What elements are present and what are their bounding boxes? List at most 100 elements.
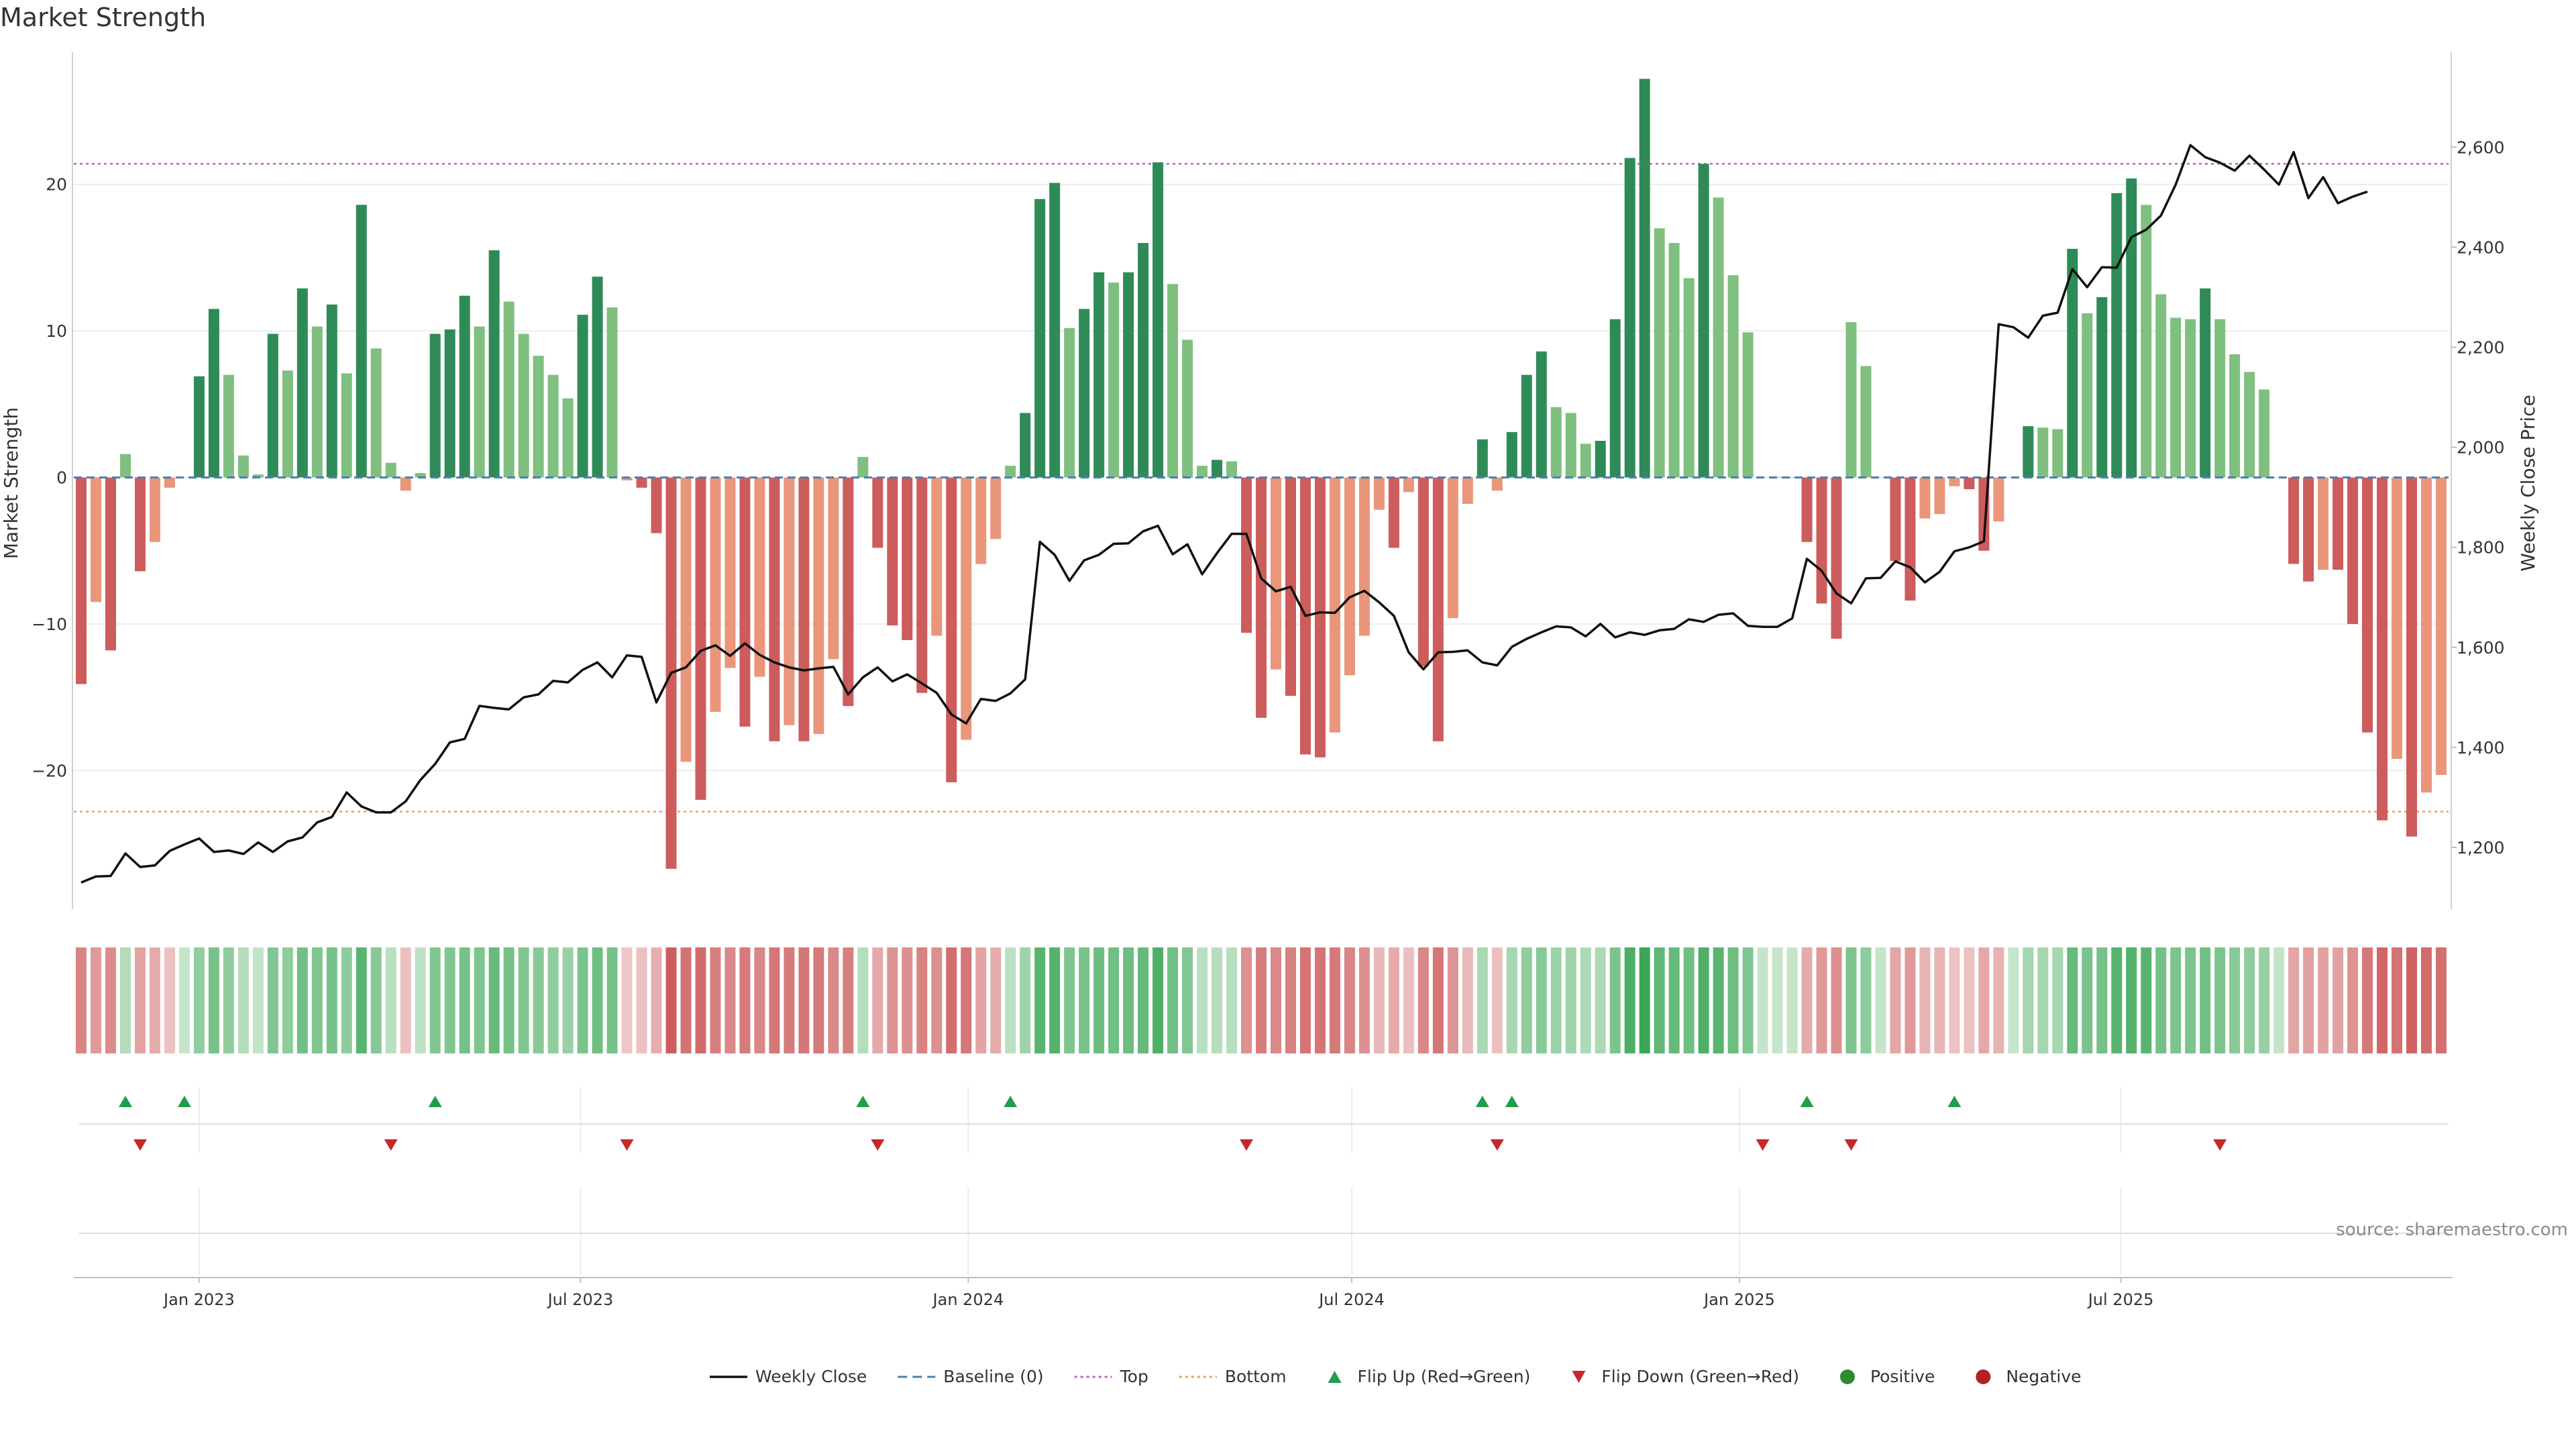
heat-strip-cell [1108, 947, 1120, 1053]
heat-strip-cell [2214, 947, 2226, 1053]
flip-down-marker [1490, 1139, 1504, 1151]
strength-bar [75, 477, 87, 684]
heat-strip-cell [2288, 947, 2300, 1053]
strength-bar [1344, 477, 1355, 676]
heat-strip-cell [282, 947, 293, 1053]
strength-bar [429, 333, 441, 478]
x-tick-label-0: Jan 2023 [162, 1290, 235, 1309]
heat-strip-cell [134, 947, 146, 1053]
strength-bar [2141, 205, 2152, 478]
strength-bar [1580, 444, 1591, 478]
heat-strip-cell [2259, 947, 2270, 1053]
strength-bar [311, 326, 323, 478]
strength-bar [370, 348, 382, 478]
strength-bar [2421, 477, 2432, 793]
heat-strip-cell [1138, 947, 1149, 1053]
heat-strip-cell [1299, 947, 1311, 1053]
heat-strip-cell [1020, 947, 1031, 1053]
strength-bar [828, 477, 839, 660]
heat-strip-cell [813, 947, 824, 1053]
heat-strip-cell [149, 947, 160, 1053]
heat-strip-cell [843, 947, 854, 1053]
legend-label-4: Flip Up (Red→Green) [1358, 1367, 1531, 1386]
strength-bar [1491, 477, 1503, 491]
legend-positive-icon [1839, 1369, 1855, 1384]
heat-strip-cell [784, 947, 795, 1053]
strength-bar [606, 307, 618, 478]
strength-bar [193, 376, 205, 478]
heat-strip-cell [415, 947, 426, 1053]
heat-strip-cell [1093, 947, 1105, 1053]
y2-tick-label-0: 1,200 [2457, 838, 2505, 858]
flip-down-marker [871, 1139, 885, 1151]
heat-strip-cell [1727, 947, 1739, 1053]
strength-bar [1536, 351, 1547, 478]
heat-strip-cell [1152, 947, 1164, 1053]
heat-strip-cell [119, 947, 131, 1053]
heat-strip-cell [237, 947, 249, 1053]
heat-strip-cell [872, 947, 883, 1053]
heat-strip-cell [1477, 947, 1488, 1053]
strength-bar [2185, 319, 2196, 478]
heat-strip-cell [223, 947, 234, 1053]
strength-bar [1226, 461, 1238, 478]
strength-bar [2200, 288, 2211, 478]
legend-item-3: Bottom [1179, 1367, 1287, 1386]
strength-bar [164, 477, 175, 488]
strength-bar [1816, 477, 1827, 604]
y-tick-label-4: 20 [46, 175, 67, 195]
strength-bar [1064, 327, 1075, 478]
chart-title: Market Strength [0, 3, 207, 32]
strength-bar [2318, 477, 2329, 570]
legend-label-6: Positive [1870, 1367, 1935, 1386]
heat-strip-cell [606, 947, 618, 1053]
heat-strip-cell [1772, 947, 1783, 1053]
strength-bar [2037, 427, 2049, 478]
strength-bar [916, 477, 928, 693]
heat-strip-cell [164, 947, 175, 1053]
heat-strip-cell [311, 947, 323, 1053]
y2-tick-label-5: 2,200 [2457, 338, 2505, 357]
strength-bar [562, 398, 574, 478]
strength-bar [1270, 477, 1281, 670]
weekly-close-line [80, 144, 2368, 884]
flip-down-marker [1756, 1139, 1770, 1151]
y2-axis-title: Weekly Close Price [2517, 395, 2539, 571]
heat-strip-cell [562, 947, 574, 1053]
strength-heat-strip [75, 947, 2447, 1053]
strength-bar [1713, 197, 1724, 478]
strength-bar [577, 315, 588, 478]
heat-strip-cell [1978, 947, 1990, 1053]
strength-bar [1727, 275, 1739, 478]
strength-bar [621, 477, 633, 480]
legend-negative-icon [1976, 1369, 1991, 1384]
heat-strip-cell [1934, 947, 1945, 1053]
heat-strip-cell [2170, 947, 2182, 1053]
heat-strip-cell [1609, 947, 1621, 1053]
x-tick-label-4: Jan 2025 [1703, 1290, 1775, 1309]
strength-bar [1329, 477, 1340, 733]
strength-bar [282, 370, 293, 478]
strength-bar [415, 473, 426, 478]
strength-bar [1845, 322, 1857, 478]
strength-bar [1197, 466, 1208, 478]
strength-bar [769, 477, 780, 741]
strength-bar [813, 477, 824, 734]
flip-up-marker [1800, 1096, 1814, 1107]
strength-bar [1890, 477, 1901, 562]
legend-item-2: Top [1074, 1367, 1148, 1386]
strength-bar [680, 477, 692, 762]
legend-item-6: Positive [1839, 1367, 1935, 1386]
strength-bar [1668, 243, 1680, 478]
strength-bar [739, 477, 751, 727]
strength-bar [1241, 477, 1252, 633]
legend-flip-down-icon [1572, 1371, 1586, 1383]
strength-bar [1182, 340, 1193, 478]
heat-strip-cell [2082, 947, 2093, 1053]
flip-up-marker [856, 1096, 870, 1107]
heat-strip-cell [2436, 947, 2447, 1053]
heat-strip-cell [267, 947, 278, 1053]
strength-bar [857, 457, 869, 478]
source-note: source: sharemaestro.com [2336, 1220, 2568, 1240]
strength-bar [1565, 413, 1576, 478]
